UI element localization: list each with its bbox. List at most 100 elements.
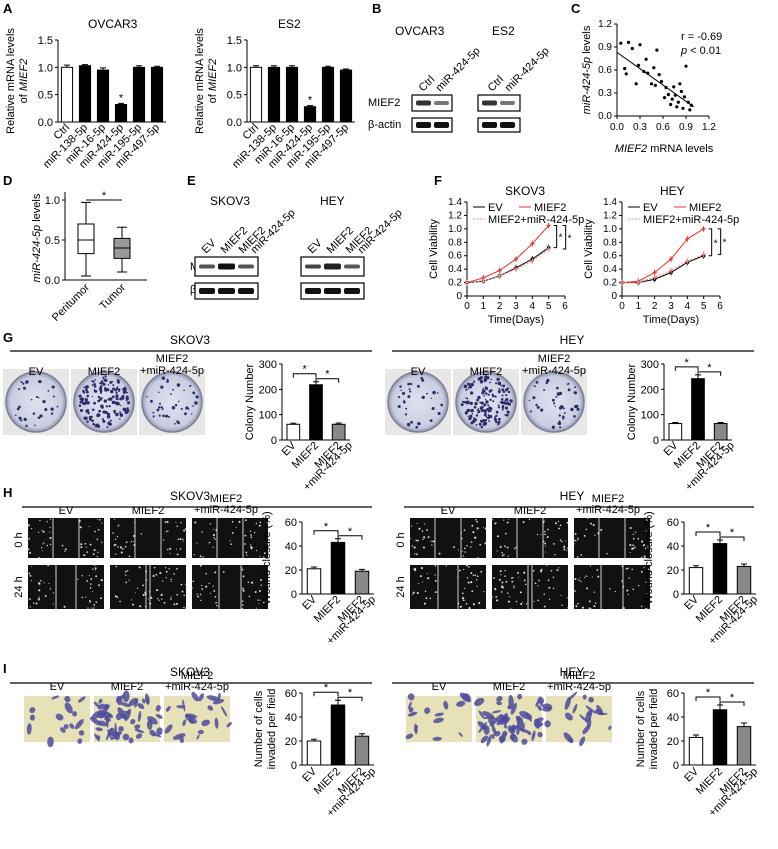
panel-c-point: [676, 100, 680, 104]
panel-g-group0-dish-colony: [116, 379, 120, 383]
panel-i-group0-ytick-label: 20: [285, 736, 297, 748]
panel-h-group0-wound-0h-cell: [117, 525, 119, 527]
panel-c-point: [624, 72, 628, 76]
panel-h-group0-wound-0h-cell: [124, 545, 127, 548]
panel-h-group0-bar: [330, 541, 346, 595]
panel-h-group1-wound-0h-cell: [536, 533, 539, 536]
panel-g-group1-dish-colony: [501, 404, 505, 408]
panel-h-group0-wound-0h: [192, 518, 268, 558]
panel-h-group1-wound-0h-cell: [462, 555, 465, 557]
panel-h-group1-wound-0h-cell: [543, 520, 545, 522]
panel-g-group1-dish-colony: [409, 390, 412, 393]
panel-i-group0-bar: [354, 735, 370, 766]
panel-b-row-actin: β-actin: [368, 119, 401, 131]
panel-g-group1-ytick-label: 0: [653, 435, 659, 447]
panel-b-ovcar3-actin-band: [416, 122, 431, 128]
panel-i-group1-ytick-label: 40: [667, 712, 679, 724]
panel-f-chart0-sig-star2: *: [568, 233, 572, 244]
panel-i-group0-ytick-label: 40: [285, 712, 297, 724]
panel-c-point: [653, 83, 657, 87]
panel-h-group0-wound-0h-cell: [202, 556, 204, 558]
panel-h-group1-time-0h: 0 h: [395, 532, 407, 547]
panel-g-group1-dish: [523, 371, 585, 433]
panel-h-group1-wound-24h-cell: [480, 570, 483, 573]
panel-h-group1-wound-24h-cell: [520, 602, 523, 606]
panel-g-group0-dish-colony: [123, 387, 127, 391]
panel-e-skov3-actin-band: [238, 288, 254, 294]
panel-h-group1-wound-24h-cell: [434, 580, 437, 582]
panel-i-group1-invasion-img-cell: [531, 730, 536, 742]
panel-h-group0-wound-24h-cell: [215, 601, 218, 604]
panel-g-group1-dish-colony: [479, 401, 481, 404]
panel-h-group0-wound-24h-cell: [262, 601, 265, 604]
panel-g-group0-dish-colony: [50, 407, 54, 411]
panel-g-group0-title: SKOV3: [170, 333, 210, 347]
panel-g-group0-dish-colony: [84, 416, 88, 421]
panel-g-group0-dish-colony: [91, 408, 95, 412]
panel-g-group0-dish-colony: [91, 395, 94, 398]
panel-h-group0-wound-24h-cell: [38, 589, 41, 592]
panel-a-chart1-sig-star: *: [308, 95, 313, 107]
panel-i-group1-ytick-label: 0: [673, 760, 679, 772]
panel-h-group1-wound-0h-cell: [463, 547, 466, 550]
panel-h-group1-wound-0h-cell: [431, 544, 433, 546]
panel-g-group0-bar: [309, 384, 323, 441]
panel-h-group0-wound-0h-cell: [27, 548, 30, 551]
panel-g-group0-dish-colony: [177, 421, 181, 425]
panel-h-group0-wound-24h-cell: [173, 603, 176, 606]
panel-g-group1-dish-colony: [497, 417, 501, 421]
panel-h-group0-wound-24h-cell: [164, 567, 167, 569]
panel-f-chart1-sig-bracket1: [708, 228, 713, 257]
panel-g-group1-dish-colony: [429, 419, 433, 423]
panel-h-group1-wound-0h-cell: [427, 536, 430, 539]
panel-h-group1-wound-24h-cell: [574, 578, 577, 581]
panel-i-group0-errorbar: [359, 733, 365, 737]
panel-h-group1-wound-0h-cell: [414, 553, 416, 555]
panel-g-group0-dish-colony: [161, 376, 166, 380]
panel-h-group0-wound-24h: [192, 565, 268, 609]
panel-g-group0-dish-colony: [125, 410, 129, 414]
panel-h-group0-wound-0h-cell: [114, 538, 117, 541]
panel-g-group1-dish-colony: [468, 385, 472, 389]
panel-g-group0-dish-colony: [20, 380, 23, 384]
panel-e-hey-mief2-band: [344, 264, 360, 269]
panel-h-group0-wound-24h-cell: [205, 585, 208, 588]
panel-i-group0-invasion-img-cell: [29, 714, 35, 721]
panel-h-group1-bar: [712, 543, 728, 595]
panel-g-group0-dish-colony: [22, 386, 27, 390]
panel-h-group1-wound-0h-cell: [470, 541, 473, 543]
panel-h-group1-wound-0h-cell: [645, 530, 647, 532]
panel-h-group0-wound-24h-cell: [181, 590, 184, 593]
panel-h-group0-wound-24h-cell: [170, 598, 172, 600]
panel-e-skov3-actin-band: [218, 288, 235, 294]
panel-h-group0-wound-24h-cell: [132, 603, 135, 606]
panel-c-xtick-label: 0.9: [679, 122, 693, 133]
panel-e-skov3-mief2-band: [238, 264, 254, 269]
panel-h-group1-wound-0h-cell: [501, 552, 504, 554]
panel-h-group1-wound-0h-cell: [606, 552, 608, 555]
panel-g-group1-dish-colony: [502, 384, 506, 388]
panel-g-group1-dish-colony: [576, 407, 580, 411]
panel-h-group1-wound-0h-cell: [461, 550, 463, 552]
panel-a-chart0-errorbar: [136, 65, 142, 68]
panel-a-chart0-errorbar: [100, 67, 106, 71]
panel-e-hey-actin-band: [324, 288, 341, 294]
panel-g-group0-dish-colony: [78, 404, 82, 407]
panel-i-group0-invasion-img-cell: [206, 695, 220, 702]
panel-i-group1-invasion-img-cell: [474, 697, 485, 707]
panel-h-group0-wound-0h-cell: [116, 535, 119, 538]
panel-g-group1-dish-colony: [474, 401, 478, 406]
panel-h-group0-ytick-label: 40: [285, 541, 297, 553]
panel-g-group1-dish-colony: [506, 413, 509, 417]
panel-a-chart1-ytick-label: 0.5: [227, 90, 242, 102]
panel-g-group0-dish-colony: [97, 395, 101, 399]
panel-label-c: C: [571, 1, 581, 16]
panel-h-group0-wound-24h-cell: [260, 579, 262, 581]
panel-i-group1-invasion-img-cell: [433, 717, 444, 724]
panel-g-group0-dish-colony: [187, 408, 190, 410]
panel-g-group1-dish-colony: [408, 388, 411, 391]
panel-g-group0-dish-colony: [184, 412, 187, 416]
